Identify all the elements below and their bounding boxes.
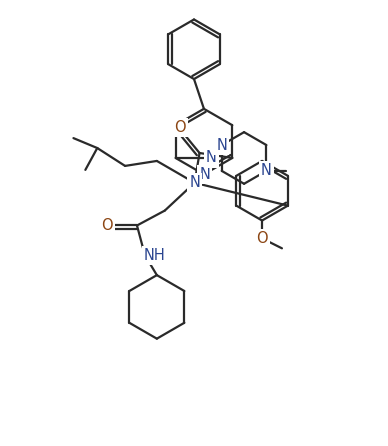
Text: O: O [256,231,268,246]
Text: O: O [101,218,113,233]
Text: N: N [206,150,217,165]
Text: N: N [199,167,210,182]
Text: NH: NH [144,248,166,263]
Text: N: N [171,118,182,133]
Text: N: N [189,175,200,190]
Text: N: N [261,163,272,178]
Text: N: N [216,137,227,153]
Text: O: O [174,120,185,135]
